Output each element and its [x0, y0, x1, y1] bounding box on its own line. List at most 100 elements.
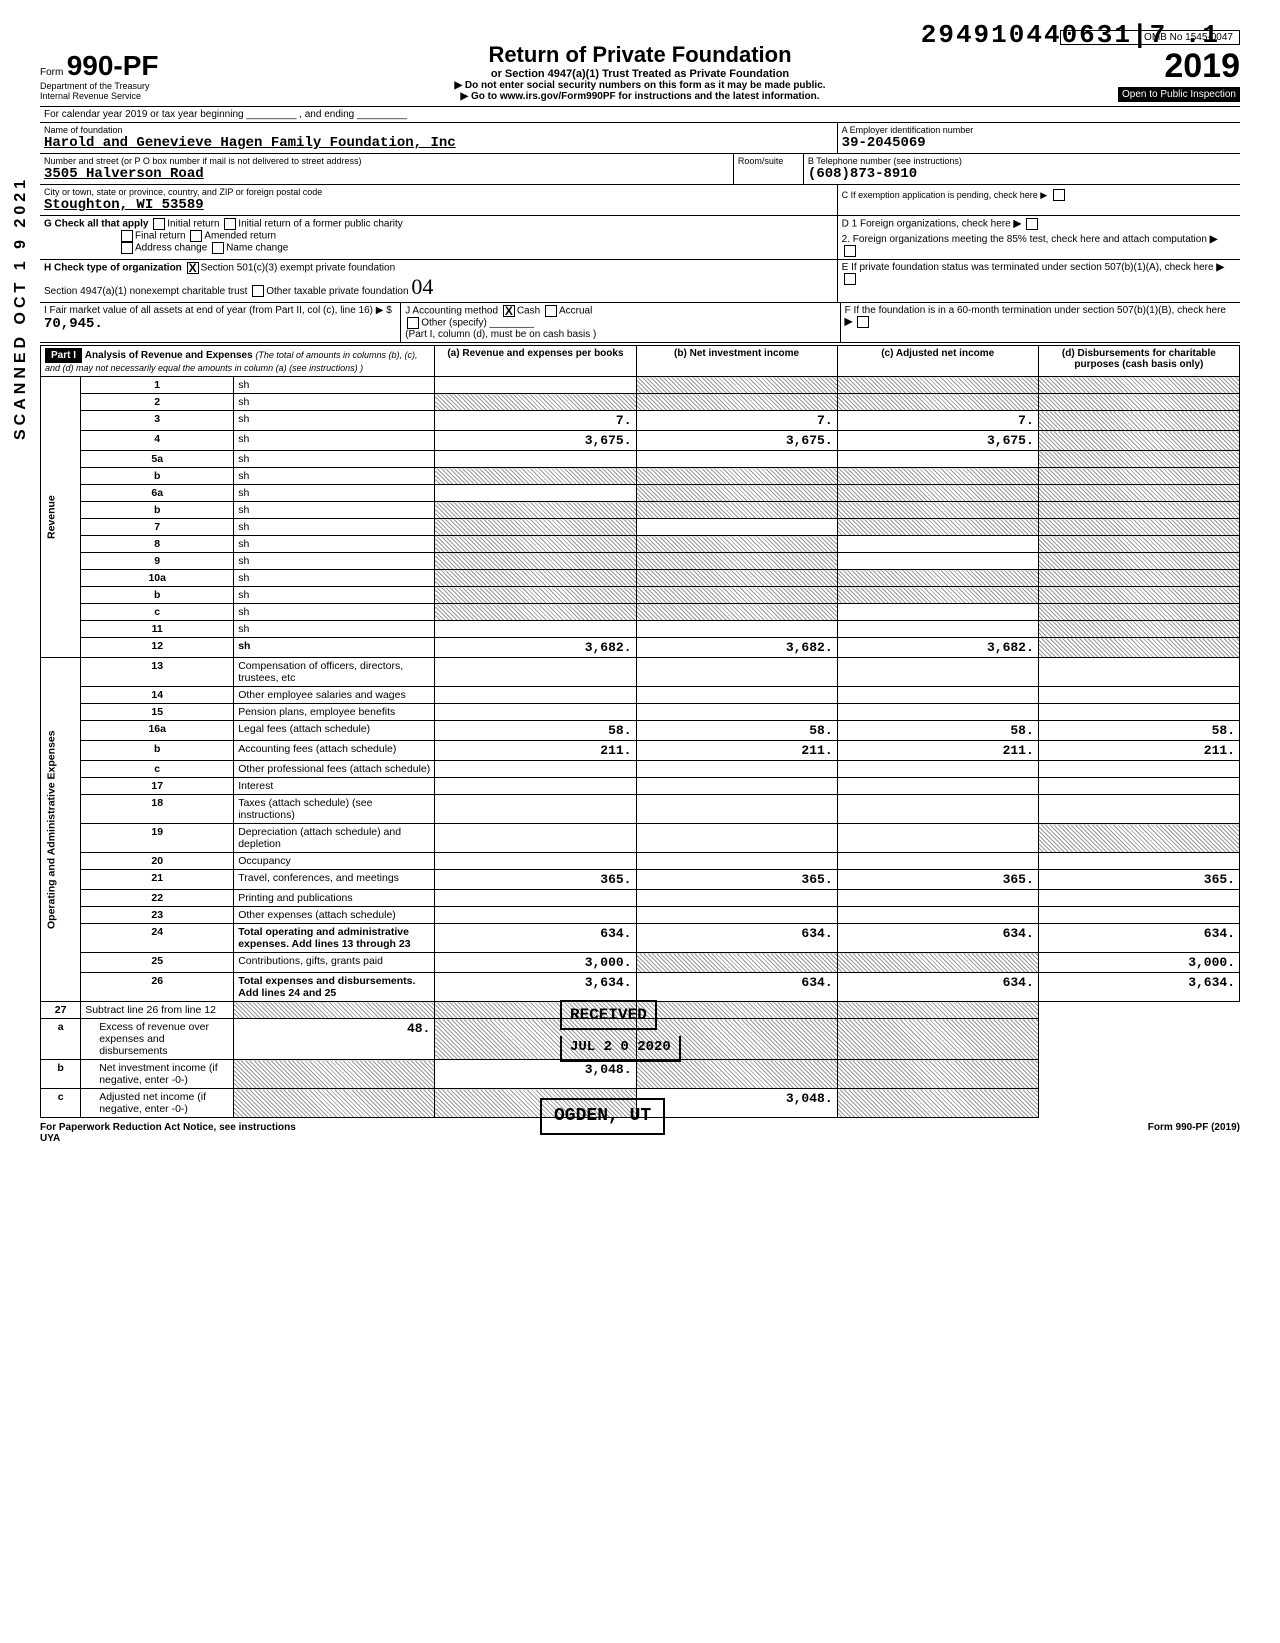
form-subtitle-1: or Section 4947(a)(1) Trust Treated as P… — [220, 68, 1060, 80]
col-c-header: (c) Adjusted net income — [837, 346, 1038, 377]
table-row: 24Total operating and administrative exp… — [41, 924, 1240, 953]
d2-label: 2. Foreign organizations meeting the 85%… — [842, 234, 1207, 245]
dept-line-2: Internal Revenue Service — [40, 92, 220, 102]
j-note: (Part I, column (d), must be on cash bas… — [405, 329, 596, 340]
table-row: 25Contributions, gifts, grants paid3,000… — [41, 953, 1240, 973]
g-opt-5: Name change — [226, 243, 288, 254]
e-checkbox[interactable] — [844, 273, 856, 285]
section-i-j-f-row: I Fair market value of all assets at end… — [40, 303, 1240, 343]
i-value: 70,945. — [44, 316, 103, 332]
g-opt-2: Final return — [135, 231, 186, 242]
scanned-stamp: SCANNED OCT 1 9 2021 — [12, 176, 30, 440]
h-opt-2: Section 4947(a)(1) nonexempt charitable … — [44, 286, 247, 297]
g-opt-1: Initial return of a former public charit… — [238, 219, 403, 230]
j-cash-checkbox[interactable] — [503, 305, 515, 317]
j-label: J Accounting method — [405, 306, 498, 317]
table-row: bAccounting fees (attach schedule)211.21… — [41, 741, 1240, 761]
name-ein-row: Name of foundation Harold and Genevieve … — [40, 123, 1240, 154]
table-row: 22Printing and publications — [41, 890, 1240, 907]
g-initial-former[interactable] — [224, 218, 236, 230]
handwritten-04: 04 — [411, 274, 433, 299]
j-other-checkbox[interactable] — [407, 317, 419, 329]
table-row: 18Taxes (attach schedule) (see instructi… — [41, 795, 1240, 824]
table-row: 26Total expenses and disbursements. Add … — [41, 973, 1240, 1002]
exemption-checkbox[interactable] — [1053, 189, 1065, 201]
g-label: G Check all that apply — [44, 219, 148, 230]
i-label: I Fair market value of all assets at end… — [44, 305, 392, 316]
exemption-label: C If exemption application is pending, c… — [842, 190, 1048, 200]
table-row: Revenue1sh — [41, 377, 1240, 394]
ogden-stamp: OGDEN, UT — [540, 1098, 665, 1135]
table-row: 6ash — [41, 485, 1240, 502]
part1-title: Analysis of Revenue and Expenses — [85, 350, 253, 361]
f-label: F If the foundation is in a 60-month ter… — [845, 305, 1226, 316]
address-label: Number and street (or P O box number if … — [44, 156, 729, 166]
form-subtitle-3: ▶ Go to www.irs.gov/Form990PF for instru… — [220, 91, 1060, 102]
calendar-year-line: For calendar year 2019 or tax year begin… — [40, 107, 1240, 123]
h-label: H Check type of organization — [44, 263, 182, 274]
city-label: City or town, state or province, country… — [44, 187, 833, 197]
f-checkbox[interactable] — [857, 316, 869, 328]
d1-label: D 1 Foreign organizations, check here — [842, 219, 1011, 230]
h-opt-3: Other taxable private foundation — [266, 286, 408, 297]
table-row: 2sh — [41, 394, 1240, 411]
table-row: 15Pension plans, employee benefits — [41, 704, 1240, 721]
g-opt-0: Initial return — [167, 219, 219, 230]
table-row: bsh — [41, 502, 1240, 519]
col-b-header: (b) Net investment income — [636, 346, 837, 377]
j-other-label: Other (specify) — [421, 318, 487, 329]
j-cash-label: Cash — [517, 306, 540, 317]
d1-checkbox[interactable] — [1026, 218, 1038, 230]
room-label: Room/suite — [738, 156, 799, 166]
city-value: Stoughton, WI 53589 — [44, 197, 833, 213]
table-row: 14Other employee salaries and wages — [41, 687, 1240, 704]
table-row: bsh — [41, 468, 1240, 485]
ein-value: 39-2045069 — [842, 135, 1236, 151]
table-row: 21Travel, conferences, and meetings365.3… — [41, 870, 1240, 890]
g-opt-4: Address change — [135, 243, 207, 254]
footer-paperwork: For Paperwork Reduction Act Notice, see … — [40, 1122, 296, 1133]
g-initial-return[interactable] — [153, 218, 165, 230]
section-h-e-row: H Check type of organization Section 501… — [40, 260, 1240, 303]
table-row: bsh — [41, 587, 1240, 604]
h-opt-1: Section 501(c)(3) exempt private foundat… — [201, 263, 396, 274]
form-number: 990-PF — [67, 50, 159, 81]
table-row: 17Interest — [41, 778, 1240, 795]
g-amended-return[interactable] — [190, 230, 202, 242]
h-501c3-checkbox[interactable] — [187, 262, 199, 274]
footer-form-id: Form 990-PF (2019) — [1148, 1122, 1240, 1144]
g-opt-3: Amended return — [204, 231, 276, 242]
telephone-label: B Telephone number (see instructions) — [808, 156, 1236, 166]
table-row: 19Depreciation (attach schedule) and dep… — [41, 824, 1240, 853]
footer-uya: UYA — [40, 1133, 60, 1144]
tax-year: 2019 — [1060, 47, 1240, 86]
g-name-change[interactable] — [212, 242, 224, 254]
table-row: 9sh — [41, 553, 1240, 570]
table-row: Operating and Administrative Expenses13C… — [41, 658, 1240, 687]
j-accrual-checkbox[interactable] — [545, 305, 557, 317]
city-exempt-row: City or town, state or province, country… — [40, 185, 1240, 216]
name-label: Name of foundation — [44, 125, 833, 135]
ein-label: A Employer identification number — [842, 125, 1236, 135]
d2-checkbox[interactable] — [844, 245, 856, 257]
form-prefix: Form — [40, 67, 63, 78]
open-inspection-badge: Open to Public Inspection — [1118, 87, 1240, 102]
table-row: 11sh — [41, 621, 1240, 638]
g-address-change[interactable] — [121, 242, 133, 254]
part1-header: Part I — [45, 348, 82, 363]
received-date-stamp: JUL 2 0 2020 — [560, 1036, 681, 1062]
section-g-d-row: G Check all that apply Initial return In… — [40, 216, 1240, 260]
table-row: 12sh3,682.3,682.3,682. — [41, 638, 1240, 658]
foundation-name: Harold and Genevieve Hagen Family Founda… — [44, 135, 833, 151]
document-id: 294910440631|7 .1 — [921, 20, 1220, 50]
table-row: 5ash — [41, 451, 1240, 468]
expenses-section-label: Operating and Administrative Expenses — [41, 658, 81, 1002]
table-row: 4sh3,675.3,675.3,675. — [41, 431, 1240, 451]
address-phone-row: Number and street (or P O box number if … — [40, 154, 1240, 185]
table-row: bNet investment income (if negative, ent… — [41, 1060, 1240, 1089]
revenue-section-label: Revenue — [41, 377, 81, 658]
col-d-header: (d) Disbursements for charitable purpose… — [1038, 346, 1239, 377]
h-other-checkbox[interactable] — [252, 285, 264, 297]
g-final-return[interactable] — [121, 230, 133, 242]
table-row: cOther professional fees (attach schedul… — [41, 761, 1240, 778]
